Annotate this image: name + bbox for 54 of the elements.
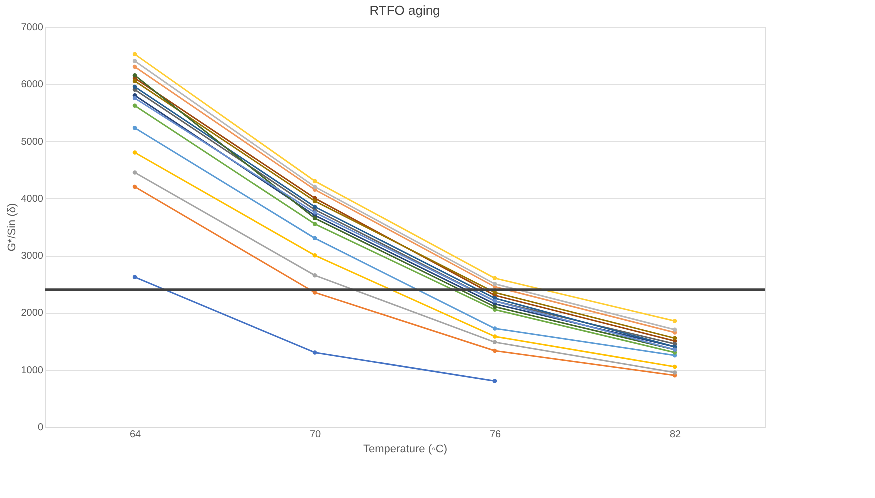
chart-title: RTFO aging bbox=[370, 3, 440, 18]
y-tick-label: 5000 bbox=[21, 136, 44, 148]
x-tick-label: 76 bbox=[490, 430, 502, 440]
point bbox=[492, 326, 498, 331]
point bbox=[312, 204, 318, 210]
point bbox=[492, 304, 498, 310]
point bbox=[672, 328, 678, 332]
y-tick-label: 0 bbox=[38, 422, 44, 434]
point bbox=[132, 96, 138, 101]
point bbox=[672, 370, 678, 375]
point bbox=[132, 184, 138, 190]
point bbox=[132, 64, 138, 70]
point bbox=[132, 126, 138, 130]
point bbox=[132, 150, 138, 155]
point bbox=[312, 179, 318, 184]
point bbox=[492, 276, 498, 281]
point bbox=[672, 319, 678, 324]
y-axis-title: G*/Sin (δ) bbox=[6, 203, 18, 252]
y-tick-label: 2000 bbox=[21, 308, 44, 320]
point bbox=[672, 336, 678, 341]
point bbox=[492, 348, 498, 354]
point bbox=[312, 184, 318, 190]
y-tick-label: 6000 bbox=[21, 80, 44, 91]
point bbox=[132, 73, 138, 78]
point bbox=[492, 334, 498, 339]
point bbox=[492, 379, 498, 384]
point bbox=[492, 290, 498, 295]
point bbox=[492, 340, 498, 345]
point bbox=[312, 222, 318, 226]
point bbox=[132, 170, 138, 175]
y-tick-label: 4000 bbox=[21, 194, 44, 205]
point bbox=[132, 84, 138, 90]
y-tick-label: 7000 bbox=[21, 22, 44, 34]
point bbox=[312, 273, 318, 278]
point bbox=[132, 52, 138, 57]
x-tick-label: 64 bbox=[130, 430, 142, 440]
point bbox=[132, 104, 138, 108]
x-tick-label: 70 bbox=[310, 430, 322, 440]
point bbox=[312, 210, 318, 215]
x-axis-title: Temperature (◦C) bbox=[364, 444, 448, 456]
point bbox=[672, 364, 678, 370]
point bbox=[492, 282, 498, 286]
point bbox=[312, 253, 318, 258]
point bbox=[132, 275, 138, 280]
y-tick-label: 1000 bbox=[21, 365, 44, 376]
y-tick-label: 3000 bbox=[21, 251, 44, 262]
point bbox=[312, 236, 318, 241]
point bbox=[132, 59, 138, 64]
point bbox=[132, 79, 138, 84]
point bbox=[312, 199, 318, 204]
point bbox=[312, 350, 318, 355]
x-tick-label: 82 bbox=[670, 430, 682, 440]
point bbox=[312, 290, 318, 295]
point bbox=[312, 216, 318, 221]
